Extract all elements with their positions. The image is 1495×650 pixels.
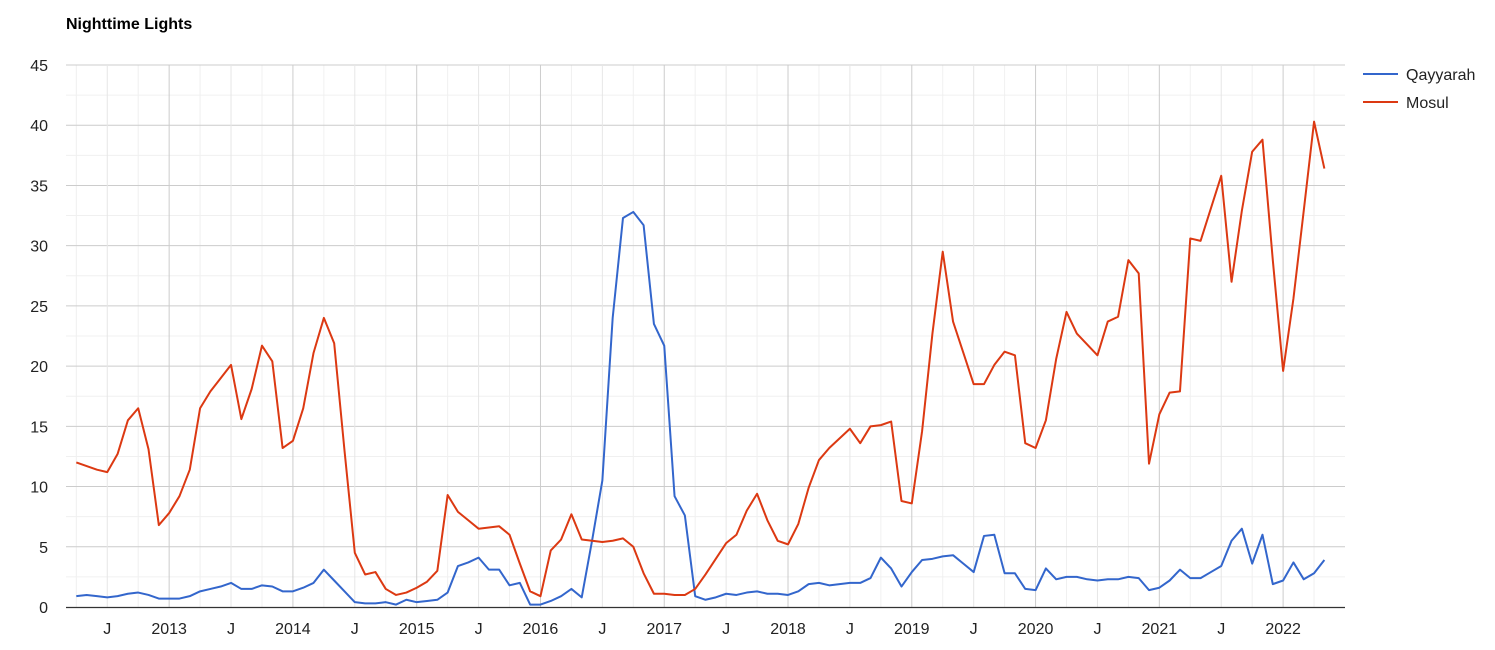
x-tick-label: J [351, 621, 359, 638]
y-tick-label: 20 [30, 359, 48, 376]
legend-label-mosul: Mosul [1406, 95, 1449, 112]
y-tick-label: 5 [39, 540, 48, 557]
x-tick-label: J [598, 621, 606, 638]
series-line-mosul [75, 120, 1326, 598]
x-tick-label: J [722, 621, 730, 638]
y-tick-label: 0 [39, 600, 48, 617]
series-lines [75, 120, 1326, 606]
y-tick-label: 15 [30, 419, 48, 436]
series-line-qayyarah [76, 210, 1326, 606]
y-tick-label: 45 [30, 58, 48, 75]
x-tick-label: 2021 [1142, 621, 1178, 638]
y-tick-label: 40 [30, 118, 48, 135]
x-tick-label: 2020 [1018, 621, 1054, 638]
y-axis: 0 5 10 15 20 25 30 35 40 45 [30, 58, 48, 617]
x-tick-label: J [475, 621, 483, 638]
x-tick-label: J [970, 621, 978, 638]
x-tick-label: 2019 [894, 621, 930, 638]
legend: Qayyarah Mosul [1363, 67, 1475, 112]
x-tick-label: J [1093, 621, 1101, 638]
major-gridlines [66, 64, 1345, 607]
x-tick-label: 2017 [646, 621, 682, 638]
x-tick-label: 2015 [399, 621, 435, 638]
y-tick-label: 25 [30, 299, 48, 316]
legend-label-qayyarah: Qayyarah [1406, 67, 1475, 84]
y-tick-label: 35 [30, 178, 48, 195]
x-tick-label: J [846, 621, 854, 638]
x-axis: J 2013 J 2014 J 2015 J 2016 J 2017 J 2018 J 2019 J 2020… [66, 606, 1345, 638]
y-tick-label: 30 [30, 239, 48, 256]
x-tick-label: J [227, 621, 235, 638]
x-tick-label: 2014 [275, 621, 311, 638]
x-tick-label: J [1217, 621, 1225, 638]
x-tick-label: 2013 [151, 621, 187, 638]
chart-title: Nighttime Lights [66, 16, 193, 33]
x-tick-label: 2018 [770, 621, 806, 638]
x-tick-label: 2022 [1265, 621, 1301, 638]
x-tick-label: 2016 [523, 621, 559, 638]
minor-gridlines [66, 65, 1345, 607]
x-tick-label: J [103, 621, 111, 638]
y-tick-label: 10 [30, 480, 48, 497]
